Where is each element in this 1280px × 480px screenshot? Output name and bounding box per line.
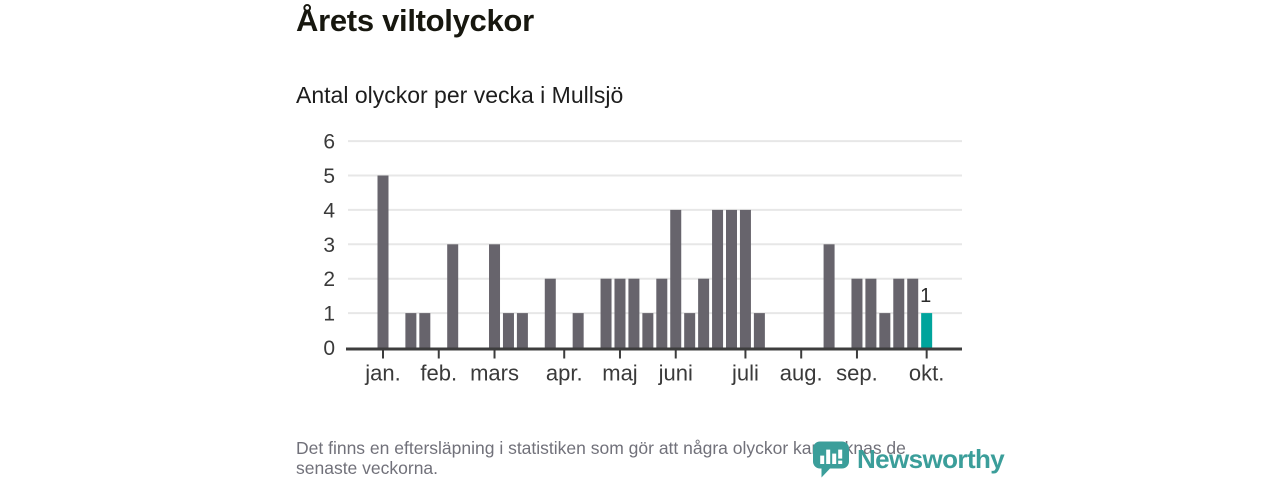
bar [865,278,877,348]
chart-title: Årets viltolyckor [296,3,534,38]
bar [684,313,696,348]
x-axis-month-label: jan. [364,361,400,386]
y-axis-tick-label: 5 [323,165,335,188]
bar [698,278,710,348]
speech-bubble-shape [813,441,849,478]
weekly-accidents-bar-chart: 0 1 2 3 4 5 6 jan. feb. mars apr. maj juni juli aug. se… [323,131,962,386]
bar [739,209,751,348]
bar [753,313,765,348]
bar-highlighted [921,313,933,348]
x-axis-month-label: maj [602,361,637,386]
x-axis-month-label: aug. [780,361,823,386]
x-axis-month-label: juli [731,361,759,386]
x-axis-month-label: apr. [546,361,583,386]
bar [516,313,528,348]
x-axis-month-label: sep. [836,361,878,386]
bar [405,313,417,348]
bar [851,278,863,348]
y-axis-tick-label: 2 [323,268,335,291]
bar [502,313,514,348]
y-axis-tick-label: 0 [323,337,335,360]
newsworthy-brand: Newsworthy [812,441,1005,478]
bar [726,209,737,348]
bar [628,278,640,348]
x-axis-month-label: okt. [909,361,944,386]
footnote-line: Det finns en eftersläpning i statistiken… [296,438,906,458]
newsworthy-logo-icon [813,441,849,478]
bar [712,209,724,348]
last-value-annotation: 1 [920,285,931,307]
bar [879,313,891,348]
bar [670,209,682,348]
bar [489,244,501,348]
x-axis-month-label: juni [658,361,693,386]
y-axis-tick-label: 4 [323,199,335,222]
bar [544,278,556,348]
x-axis-month-label: feb. [420,361,457,386]
mini-bar-chart-glyph [820,449,843,464]
bar [419,313,431,348]
footnote-line: senaste veckorna. [296,458,439,478]
y-axis-tick-label: 1 [323,303,335,326]
x-axis-month-label: mars [470,361,519,386]
bar [893,278,905,348]
footnote: Det finns en eftersläpning i statistiken… [296,438,906,478]
bar [600,278,612,348]
bar [656,278,668,348]
bar [823,244,835,348]
y-axis-tick-label: 6 [323,131,335,154]
brand-wordmark: Newsworthy [857,444,1005,474]
bar [447,244,459,348]
bar [614,278,626,348]
bar [907,278,919,348]
y-axis-tick-label: 3 [323,234,335,257]
bar [642,313,654,348]
bar [572,313,584,348]
bar [377,175,389,348]
chart-subtitle: Antal olyckor per vecka i Mullsjö [296,82,624,108]
